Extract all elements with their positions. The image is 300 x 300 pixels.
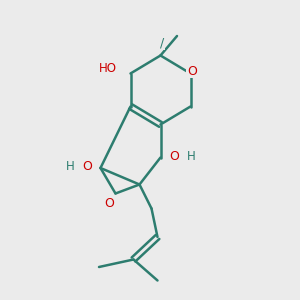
Text: H: H <box>187 149 196 163</box>
Text: HO: HO <box>99 62 117 76</box>
Text: /: / <box>160 36 164 50</box>
Text: O: O <box>82 160 92 173</box>
Text: O: O <box>104 196 114 210</box>
Text: H: H <box>66 160 75 173</box>
Text: O: O <box>187 64 197 78</box>
Text: O: O <box>169 149 179 163</box>
